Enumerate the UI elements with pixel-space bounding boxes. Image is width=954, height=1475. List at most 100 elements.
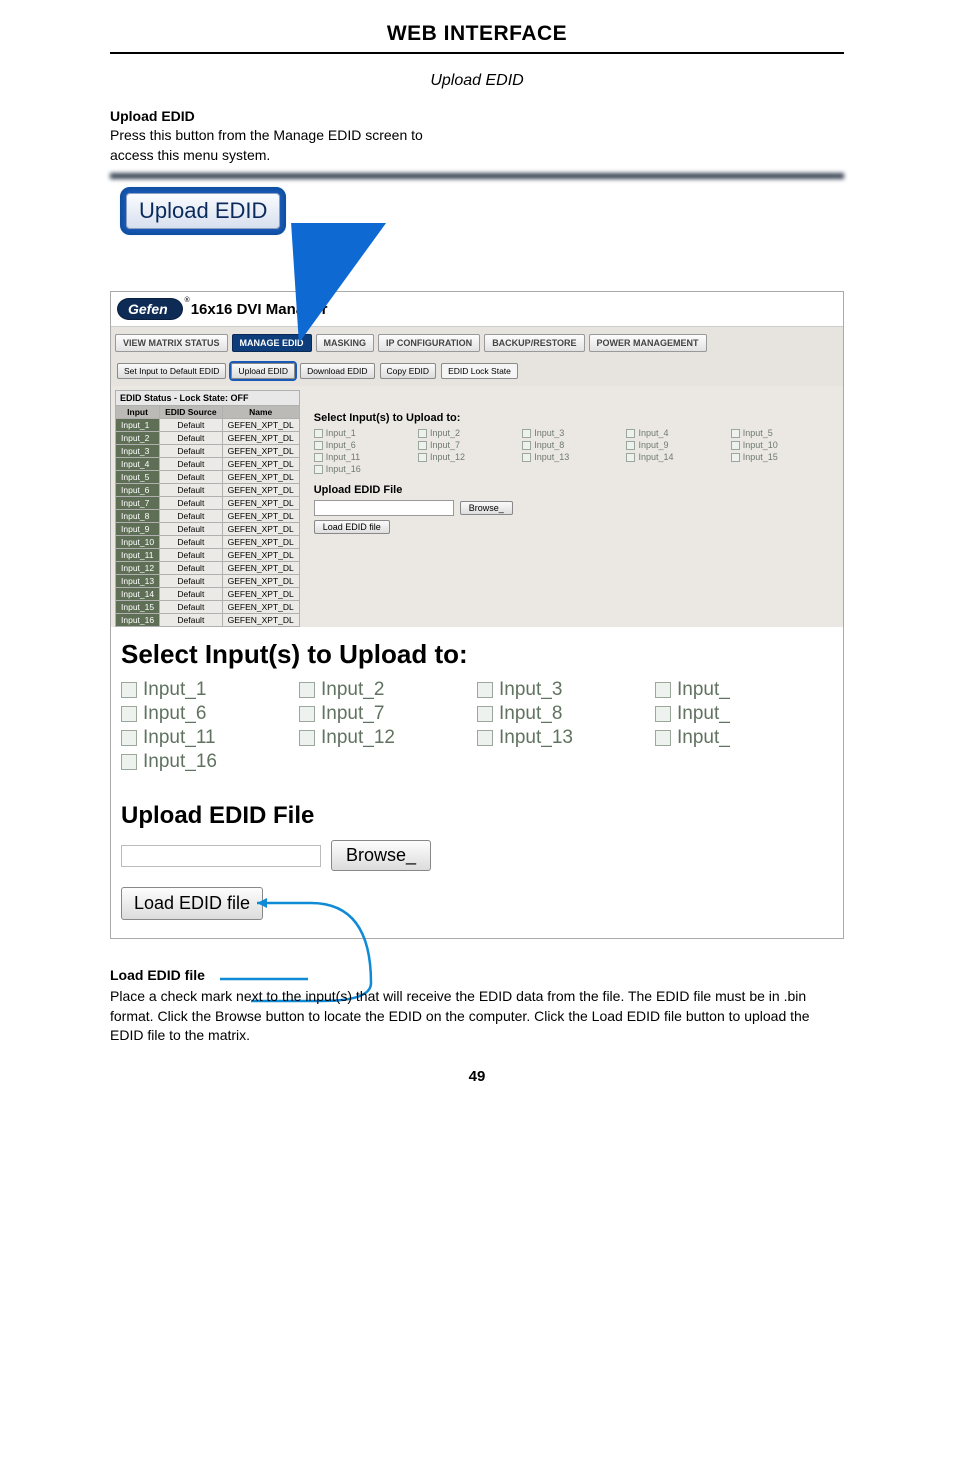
inset-browse-button[interactable]: Browse_ [331,840,431,871]
inset-checkbox-item[interactable]: Input_12 [299,726,477,750]
subbtn-set-default[interactable]: Set Input to Default EDID [117,363,226,379]
cell-name: GEFEN_XPT_DL [222,588,299,601]
rp-checkbox-label: Input_14 [638,452,673,462]
rp-checkbox-item[interactable]: Input_4 [626,428,730,438]
rp-checkbox-label: Input_4 [638,428,668,438]
load-edid-desc: Place a check mark next to the input(s) … [110,987,844,1046]
checkbox-icon [626,429,635,438]
rp-checkbox-item[interactable]: Input_8 [522,440,626,450]
inset-upload-head: Upload EDID File [121,802,833,830]
cell-name: GEFEN_XPT_DL [222,497,299,510]
rp-checkbox-item[interactable]: Input_11 [314,452,418,462]
inset-checkbox-item[interactable]: Input_13 [477,726,655,750]
checkbox-icon [477,706,493,722]
right-pane: Select Input(s) to Upload to: Input_1Inp… [300,386,843,541]
inset-checkbox-label: Input_3 [499,679,562,701]
inset-checkbox-item[interactable]: Input_16 [121,750,299,774]
upload-edid-big-button[interactable]: Upload EDID [126,193,280,229]
checkbox-icon [314,465,323,474]
checkbox-icon [655,682,671,698]
load-edid-heading: Load EDID file [110,967,205,983]
inset-checkbox-label: Input_11 [143,727,216,749]
rp-checkbox-item[interactable]: Input_5 [731,428,835,438]
rp-checkbox-item[interactable]: Input_1 [314,428,418,438]
cell-input: Input_3 [116,445,160,458]
subbtn-download-edid[interactable]: Download EDID [300,363,374,379]
inset-checkbox-item[interactable]: Input_3 [477,678,655,702]
inset-checkbox-item[interactable]: Input_2 [299,678,477,702]
rp-checkbox-item[interactable]: Input_7 [418,440,522,450]
cell-input: Input_11 [116,549,160,562]
subbtn-lock-state[interactable]: EDID Lock State [441,363,518,379]
table-row: Input_2DefaultGEFEN_XPT_DL [116,432,300,445]
checkbox-icon [418,429,427,438]
tab-power-mgmt[interactable]: POWER MANAGEMENT [589,334,707,352]
inset-checkbox-label: Input_1 [143,679,206,701]
subbtn-upload-edid[interactable]: Upload EDID [231,363,295,379]
page-header: WEB INTERFACE [110,22,844,46]
inset-checkbox-label: Input_8 [499,703,562,725]
subbtn-copy-edid[interactable]: Copy EDID [380,363,437,379]
checkbox-icon [314,453,323,462]
tab-view-matrix[interactable]: VIEW MATRIX STATUS [115,334,228,352]
cell-input: Input_7 [116,497,160,510]
rp-checkbox-item[interactable]: Input_13 [522,452,626,462]
rp-checkbox-item[interactable]: Input_14 [626,452,730,462]
cell-name: GEFEN_XPT_DL [222,614,299,627]
inset-checkbox-label: Input_13 [499,727,573,749]
rp-checkbox-item[interactable]: Input_16 [314,464,418,474]
table-caption: EDID Status - Lock State: OFF [115,390,300,405]
rp-checkbox-item[interactable]: Input_3 [522,428,626,438]
tab-backup-restore[interactable]: BACKUP/RESTORE [484,334,584,352]
cell-input: Input_2 [116,432,160,445]
inset-checkbox-item[interactable]: Input_11 [121,726,299,750]
cell-name: GEFEN_XPT_DL [222,419,299,432]
cell-source: Default [160,419,223,432]
checkbox-icon [121,754,137,770]
rp-load-button[interactable]: Load EDID file [314,520,390,534]
page-number: 49 [110,1068,844,1085]
nav-tabs: VIEW MATRIX STATUS MANAGE EDID MASKING I… [111,327,843,359]
rp-checkbox-label: Input_10 [743,440,778,450]
inset-checkbox-label: Input_2 [321,679,384,701]
rp-checkbox-item[interactable]: Input_6 [314,440,418,450]
cell-name: GEFEN_XPT_DL [222,523,299,536]
rp-checkbox-item[interactable]: Input_2 [418,428,522,438]
inset-checkbox-item[interactable]: Input_8 [477,702,655,726]
inset-file-field[interactable] [121,845,321,867]
table-row: Input_3DefaultGEFEN_XPT_DL [116,445,300,458]
rp-checkbox-label: Input_12 [430,452,465,462]
table-row: Input_5DefaultGEFEN_XPT_DL [116,471,300,484]
zoom-inset: Select Input(s) to Upload to: Input_1Inp… [110,627,844,939]
inset-checkbox-label: Input_ [677,679,730,701]
tab-ip-config[interactable]: IP CONFIGURATION [378,334,480,352]
checkbox-icon [626,441,635,450]
inset-checkbox-item[interactable]: Input_6 [121,702,299,726]
rp-checkbox-item[interactable]: Input_12 [418,452,522,462]
inset-checkbox-item[interactable]: Input_1 [121,678,299,702]
table-row: Input_6DefaultGEFEN_XPT_DL [116,484,300,497]
cell-name: GEFEN_XPT_DL [222,458,299,471]
upload-edid-desc-line1: Press this button from the Manage EDID s… [110,126,844,146]
rp-checkbox-item[interactable]: Input_10 [731,440,835,450]
inset-checkbox-item[interactable]: Input_ [655,678,833,702]
rp-file-field[interactable] [314,500,454,516]
checkbox-icon [299,682,315,698]
rp-checkbox-label: Input_3 [534,428,564,438]
rp-checkbox-item[interactable]: Input_15 [731,452,835,462]
checkbox-icon [655,730,671,746]
cell-name: GEFEN_XPT_DL [222,536,299,549]
rp-browse-button[interactable]: Browse_ [460,501,513,515]
rp-checkbox-item[interactable]: Input_9 [626,440,730,450]
cell-name: GEFEN_XPT_DL [222,601,299,614]
rp-checkbox-label: Input_5 [743,428,773,438]
header-rule [110,52,844,54]
checkbox-icon [299,730,315,746]
inset-checkbox-item[interactable]: Input_ [655,726,833,750]
inset-load-button[interactable]: Load EDID file [121,887,263,920]
inset-checkbox-item[interactable]: Input_ [655,702,833,726]
inset-checkbox-item[interactable]: Input_7 [299,702,477,726]
checkbox-icon [418,441,427,450]
cell-name: GEFEN_XPT_DL [222,510,299,523]
th-source: EDID Source [160,406,223,419]
